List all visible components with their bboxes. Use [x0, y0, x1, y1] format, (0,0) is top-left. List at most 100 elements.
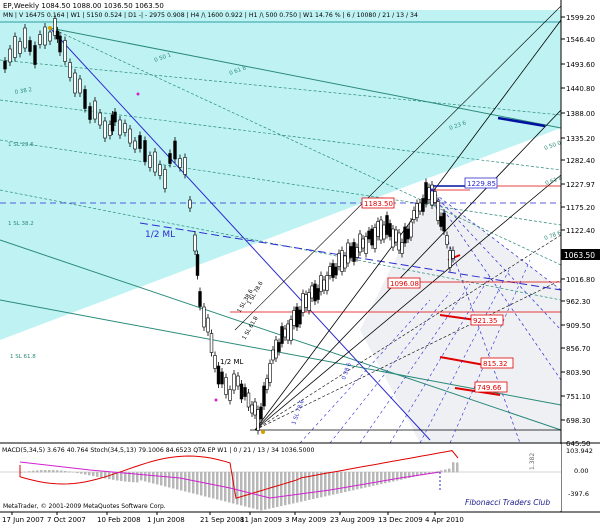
- current-price-box: [561, 249, 600, 260]
- macd-bar: [60, 470, 63, 473]
- candle-body: [23, 27, 27, 49]
- macd-bar: [168, 472, 171, 488]
- price-tick-label: 1282.40: [566, 157, 595, 165]
- macd-bar: [368, 472, 371, 487]
- fib-label: 1 SL 23.6: [8, 142, 34, 148]
- price-tick-label: 1175.20: [566, 204, 595, 212]
- candle-body: [430, 184, 434, 206]
- candle-body: [178, 158, 182, 168]
- fib-label: 0 50 1: [154, 52, 172, 64]
- candle-body: [259, 406, 263, 420]
- macd-bar: [236, 472, 239, 505]
- current-price-label: 1063.50: [564, 251, 595, 260]
- candle-body: [78, 78, 82, 94]
- price-tick-label: 962.30: [566, 298, 591, 306]
- price-label-box: [361, 197, 395, 209]
- candle-body: [376, 221, 380, 237]
- macd-bar: [416, 472, 419, 477]
- price-tick-label: 1122.40: [566, 227, 595, 235]
- price-tick-label: 1546.40: [566, 36, 595, 44]
- macd-bar: [56, 470, 59, 473]
- price-tick-label: 856.70: [566, 345, 591, 353]
- candle-body: [133, 140, 137, 150]
- price-tick-label: 1016.80: [566, 276, 595, 284]
- channel-line: [0, 299, 562, 406]
- candle-body: [322, 279, 326, 291]
- candle-body: [209, 333, 214, 353]
- price-label: 815.32: [483, 360, 508, 368]
- macd-bar: [92, 472, 95, 477]
- macd-bar: [348, 472, 351, 492]
- candle-body: [228, 389, 232, 401]
- low-marker: [261, 430, 265, 434]
- candle-body: [346, 242, 350, 264]
- candle-body: [93, 100, 97, 120]
- indicator-panel: [0, 444, 561, 511]
- candle-body: [123, 123, 127, 133]
- candle-body: [349, 246, 353, 258]
- macd-bar: [36, 470, 39, 473]
- macd-bar: [440, 470, 443, 473]
- macd-bar: [144, 472, 147, 482]
- candle-body: [48, 31, 52, 42]
- price-label-box: [464, 177, 498, 189]
- macd-bar: [156, 472, 159, 485]
- candle-body: [427, 187, 431, 200]
- candle-body: [38, 34, 42, 45]
- candle-body: [3, 60, 7, 70]
- price-label-box: [474, 381, 508, 393]
- candle-body: [409, 221, 413, 238]
- macd-bar: [408, 472, 411, 478]
- price-label-box: [480, 357, 514, 369]
- channel-mid-dotted: [254, 234, 562, 431]
- candle-body: [53, 18, 57, 36]
- candle-body: [206, 317, 210, 333]
- macd-bar: [20, 472, 23, 473]
- candle-body: [361, 238, 365, 249]
- macd-bar: [232, 472, 235, 504]
- indicator-axis-zero: 0.00: [574, 467, 588, 475]
- macd-bar: [380, 472, 383, 485]
- indicator-label: MACD(5,34,5) 3.676 40.764 Stoch(34,5,13)…: [2, 447, 314, 454]
- candle-body: [370, 228, 374, 246]
- candle-body: [451, 250, 455, 259]
- macd-bar: [176, 472, 179, 490]
- candle-body: [277, 342, 281, 352]
- half-ml-dashed: [139, 222, 562, 291]
- candle-body: [163, 169, 167, 189]
- price-label: 1229.85: [467, 180, 496, 188]
- candle-body: [243, 387, 247, 397]
- macd-bar: [228, 472, 231, 503]
- macd-bar: [180, 472, 183, 491]
- macd-bar: [360, 472, 363, 489]
- price-tick-label: 909.50: [566, 322, 591, 330]
- macd-bar: [128, 472, 131, 482]
- candle-body: [33, 45, 37, 65]
- macd-bar: [44, 470, 47, 473]
- candle-body: [73, 72, 77, 94]
- indicator-marker: 1.382: [529, 453, 536, 470]
- macd-bar: [332, 472, 335, 495]
- candle-body: [88, 106, 92, 120]
- macd-bar: [296, 472, 299, 503]
- macd-bar: [292, 472, 295, 504]
- macd-bar: [88, 472, 91, 476]
- macd-bar: [304, 472, 307, 501]
- candle-body: [301, 293, 305, 313]
- candle-body: [168, 153, 172, 164]
- candle-body: [337, 253, 341, 267]
- price-candles: [3, 14, 455, 435]
- candle-body: [397, 232, 401, 251]
- macd-bar: [364, 472, 367, 488]
- date-tick-label: 13 Dec 2009: [378, 516, 423, 524]
- price-tick-label: 1440.80: [566, 85, 595, 93]
- candle-body: [246, 392, 251, 408]
- candle-body: [439, 216, 443, 227]
- candle-body: [232, 373, 236, 391]
- macd-bar: [184, 472, 187, 492]
- candle-body: [68, 62, 72, 78]
- candle-body: [382, 224, 386, 240]
- price-label-box: [470, 314, 504, 326]
- price-tick-label: 1227.97: [566, 181, 595, 189]
